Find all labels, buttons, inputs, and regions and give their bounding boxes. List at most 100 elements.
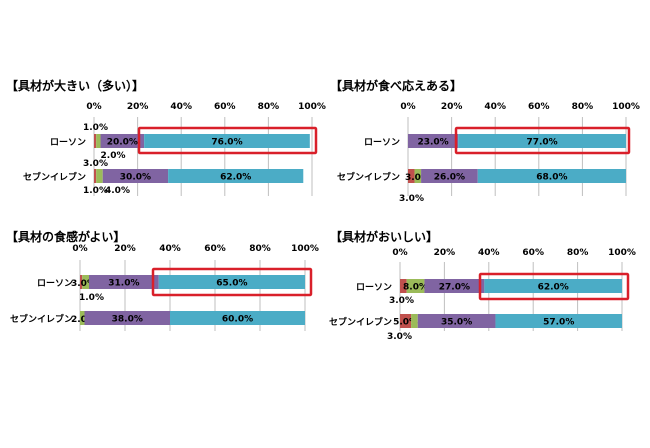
bar-segment xyxy=(400,314,412,328)
highlight-box xyxy=(151,267,313,297)
bar-segment xyxy=(89,275,159,289)
tick-label: 100% xyxy=(608,248,636,258)
data-label: 5.0% xyxy=(393,318,418,328)
data-label: 4.0% xyxy=(105,186,130,196)
tick-label: 20% xyxy=(114,244,136,254)
data-label: 26.0% xyxy=(434,173,465,183)
tick-label: 40% xyxy=(170,102,192,112)
data-label: 3.0% xyxy=(389,296,414,306)
tick-label: 80% xyxy=(258,102,280,112)
data-label: 57.0% xyxy=(543,318,574,328)
category-label: ローソン xyxy=(356,282,392,293)
data-label: 27.0% xyxy=(439,283,470,293)
highlight-box xyxy=(478,272,630,301)
chart-title: 【具材が大きい（多い）】 xyxy=(6,79,145,93)
data-label: 23.0% xyxy=(417,138,448,148)
tick-label: 0% xyxy=(400,102,415,112)
bar-segment xyxy=(80,275,83,289)
tick-label: 100% xyxy=(291,244,319,254)
category-label: セブンイレブン xyxy=(337,171,400,183)
bar-segment xyxy=(400,279,407,293)
tick-label: 60% xyxy=(204,244,226,254)
tick-label: 40% xyxy=(484,102,506,112)
data-label: 1.0% xyxy=(79,293,104,303)
category-label: ローソン xyxy=(364,137,400,148)
data-label: 20.0% xyxy=(107,138,138,148)
bar-segment xyxy=(421,169,478,183)
bar-segment xyxy=(168,169,304,183)
tick-label: 60% xyxy=(214,102,236,112)
bar-segment xyxy=(417,314,496,328)
tick-label: 80% xyxy=(572,102,594,112)
tick-label: 0% xyxy=(72,244,87,254)
bar-segment xyxy=(484,279,622,293)
data-label: 62.0% xyxy=(538,283,569,293)
category-label: セブンイレブン xyxy=(23,171,86,183)
data-label: 30.0% xyxy=(120,173,151,183)
chart-title: 【具材が食べ応えある】 xyxy=(330,79,463,93)
bar-segment xyxy=(170,311,305,325)
data-label: 1.0% xyxy=(83,123,108,133)
tick-label: 40% xyxy=(159,244,181,254)
data-label: 60.0% xyxy=(222,315,253,325)
bar-segment xyxy=(158,275,305,289)
data-label: 62.0% xyxy=(220,173,251,183)
data-label: 38.0% xyxy=(112,315,143,325)
bar-segment xyxy=(458,134,626,148)
category-label: ローソン xyxy=(50,137,86,148)
bar-segment xyxy=(477,169,626,183)
tick-label: 20% xyxy=(127,102,149,112)
bar-segment xyxy=(414,169,422,183)
data-label: 3.0% xyxy=(83,159,108,169)
category-label: セブンイレブン xyxy=(10,313,73,325)
data-label: 2.0% xyxy=(71,315,96,325)
data-label: 35.0% xyxy=(441,318,472,328)
bar-segment xyxy=(424,279,485,293)
data-label: 2.0% xyxy=(101,151,126,161)
data-label: 76.0% xyxy=(211,138,242,148)
data-label: 3.0% xyxy=(387,332,412,342)
tick-label: 20% xyxy=(441,102,463,112)
bar-segment xyxy=(144,134,310,148)
bar-segment xyxy=(96,134,101,148)
bar-segment xyxy=(102,169,169,183)
highlight-box xyxy=(454,126,631,155)
bar-segment xyxy=(84,311,170,325)
data-label: 31.0% xyxy=(108,279,139,289)
highlight-box xyxy=(137,126,318,155)
bar-segment xyxy=(411,314,418,328)
data-label: 77.0% xyxy=(526,138,557,148)
tick-label: 100% xyxy=(612,102,640,112)
tick-label: 0% xyxy=(86,102,101,112)
bar-segment xyxy=(94,169,97,183)
data-label: 65.0% xyxy=(216,279,247,289)
tick-label: 80% xyxy=(567,248,589,258)
bar-segment xyxy=(495,314,622,328)
bar-segment xyxy=(80,311,85,325)
bar-segment xyxy=(94,134,97,148)
chart-title: 【具材がおいしい】 xyxy=(330,230,439,244)
data-label: 3.0% xyxy=(405,173,430,183)
chart-title: 【具材の食感がよい】 xyxy=(6,230,126,244)
bar-segment xyxy=(96,169,103,183)
bar-segment xyxy=(82,275,89,289)
data-label: 3.0% xyxy=(399,194,424,204)
bar-segment xyxy=(100,134,145,148)
tick-label: 80% xyxy=(249,244,271,254)
bar-segment xyxy=(408,134,459,148)
data-label: 3.0% xyxy=(71,279,96,289)
bar-segment xyxy=(406,279,425,293)
tick-label: 100% xyxy=(298,102,326,112)
tick-label: 60% xyxy=(522,248,544,258)
data-label: 8.0% xyxy=(403,283,428,293)
tick-label: 40% xyxy=(478,248,500,258)
tick-label: 0% xyxy=(392,248,407,258)
tick-label: 60% xyxy=(528,102,550,112)
data-label: 1.0% xyxy=(83,186,108,196)
category-label: セブンイレブン xyxy=(329,316,392,328)
tick-label: 20% xyxy=(434,248,456,258)
data-label: 68.0% xyxy=(536,173,567,183)
category-label: ローソン xyxy=(37,278,73,289)
bar-segment xyxy=(408,169,415,183)
